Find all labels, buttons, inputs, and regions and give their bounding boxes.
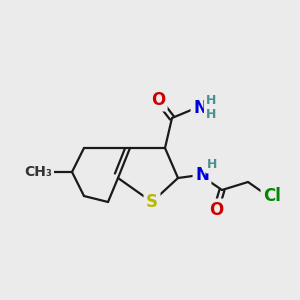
Text: H: H xyxy=(207,158,217,172)
Text: CH₃: CH₃ xyxy=(24,165,52,179)
Text: N: N xyxy=(193,99,207,117)
Text: Cl: Cl xyxy=(263,187,281,205)
Text: H: H xyxy=(206,109,216,122)
Text: S: S xyxy=(146,193,158,211)
Text: H: H xyxy=(206,94,216,107)
Text: N: N xyxy=(195,166,209,184)
Text: O: O xyxy=(151,91,165,109)
Text: O: O xyxy=(209,201,223,219)
